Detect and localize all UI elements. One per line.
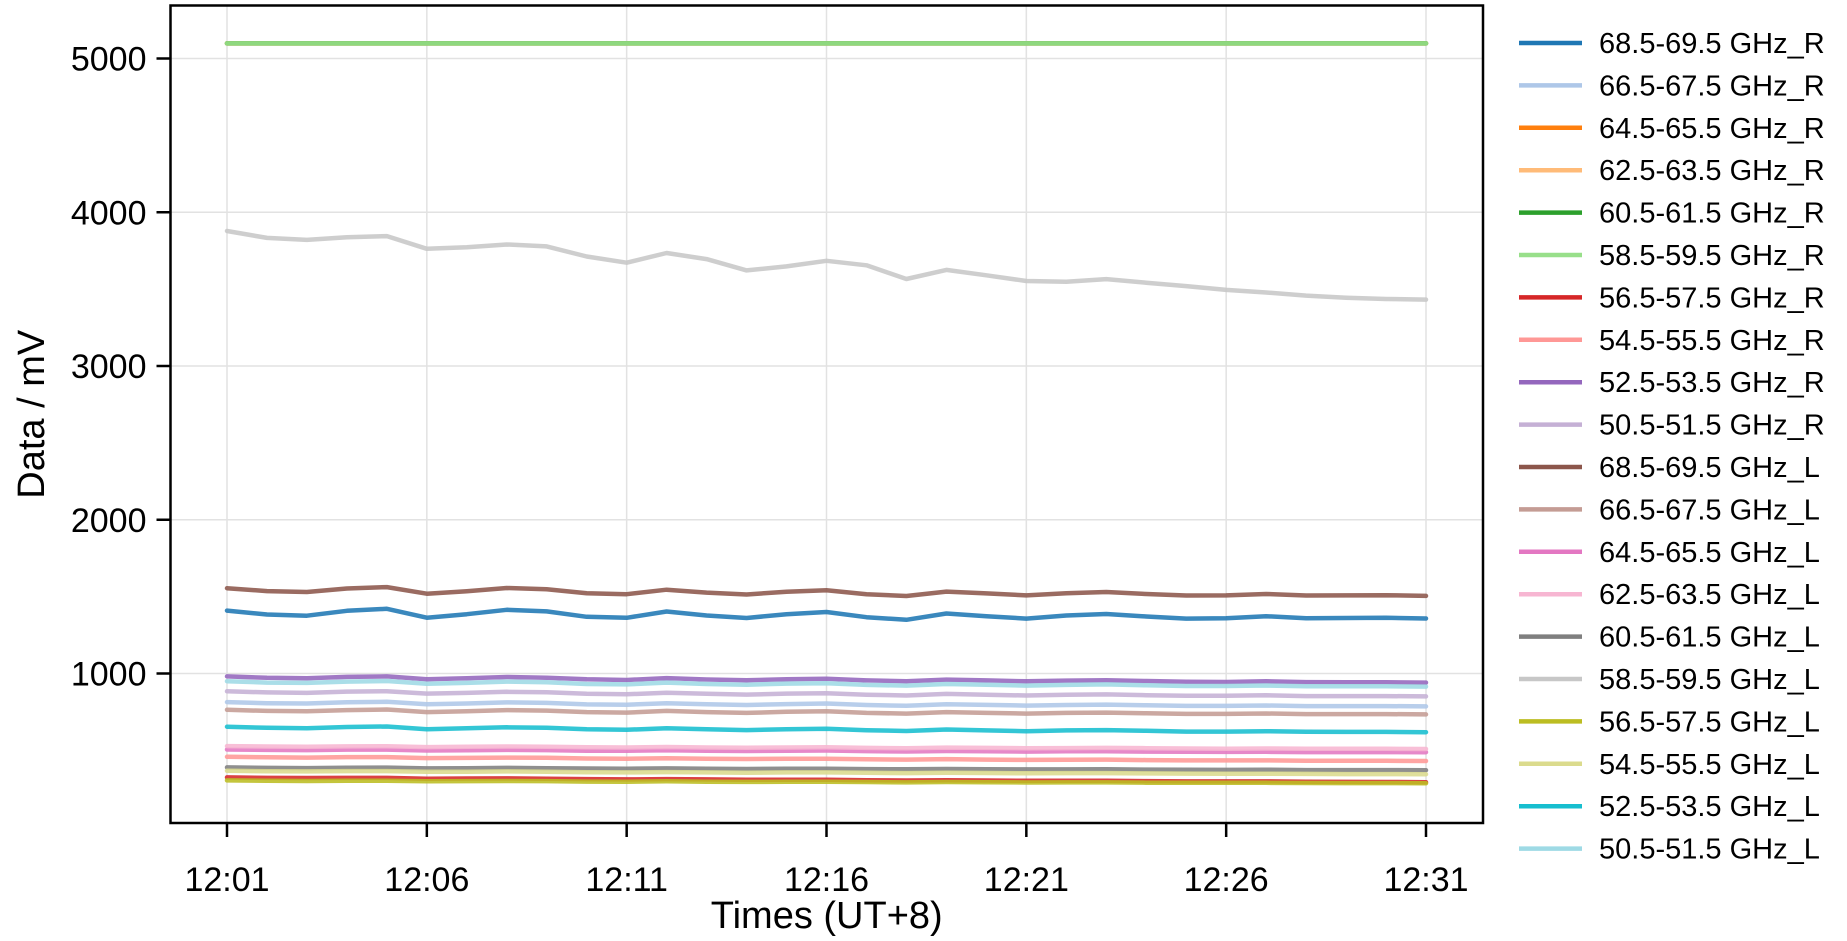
series-line-66-5-67-5-GHz-R: [224, 699, 1429, 709]
grid: [170, 5, 1483, 823]
x-tick-label: 12:11: [585, 861, 668, 899]
legend: 68.5-69.5 GHz_R 66.5-67.5 GHz_R 64.5-65.5 …: [1519, 28, 1825, 866]
legend-label: 66.5-67.5 GHz_R: [1599, 70, 1825, 102]
legend-item: 60.5-61.5 GHz_L: [1519, 622, 1820, 654]
legend-label: 62.5-63.5 GHz_L: [1599, 579, 1820, 611]
series-line-54-5-55-5-GHz-R: [224, 754, 1429, 764]
legend-item: 58.5-59.5 GHz_L: [1519, 664, 1820, 696]
legend-label: 62.5-63.5 GHz_R: [1599, 155, 1825, 187]
legend-label: 58.5-59.5 GHz_L: [1599, 664, 1820, 696]
legend-label: 50.5-51.5 GHz_L: [1599, 834, 1820, 866]
legend-label: 58.5-59.5 GHz_R: [1599, 240, 1825, 272]
series-line-58-5-59-5-GHz-L: [224, 228, 1429, 302]
legend-item: 68.5-69.5 GHz_R: [1519, 28, 1825, 60]
series-line-56-5-57-5-GHz-L: [224, 778, 1429, 786]
legend-label: 60.5-61.5 GHz_L: [1599, 622, 1820, 654]
legend-item: 52.5-53.5 GHz_R: [1519, 367, 1825, 399]
legend-item: 54.5-55.5 GHz_R: [1519, 325, 1825, 357]
x-tick-label: 12:21: [984, 861, 1069, 899]
legend-label: 54.5-55.5 GHz_L: [1599, 749, 1820, 781]
series-line-68-5-69-5-GHz-R: [224, 606, 1429, 623]
x-axis-title: Times (UT+8): [711, 895, 943, 937]
legend-item: 66.5-67.5 GHz_R: [1519, 70, 1825, 102]
legend-item: 66.5-67.5 GHz_L: [1519, 494, 1820, 526]
series-line-52-5-53-5-GHz-R: [224, 674, 1429, 685]
legend-label: 56.5-57.5 GHz_L: [1599, 706, 1820, 738]
x-tick-label: 12:31: [1383, 861, 1468, 899]
y-axis-title: Data / mV: [11, 329, 53, 499]
legend-label: 56.5-57.5 GHz_R: [1599, 282, 1825, 314]
legend-item: 60.5-61.5 GHz_R: [1519, 198, 1825, 230]
series-line-50-5-51-5-GHz-L: [224, 678, 1429, 689]
legend-item: 64.5-65.5 GHz_L: [1519, 537, 1820, 569]
series-line-64-5-65-5-GHz-L: [224, 747, 1429, 755]
legend-item: 54.5-55.5 GHz_L: [1519, 749, 1820, 781]
y-tick-label: 1000: [71, 656, 147, 694]
legend-label: 64.5-65.5 GHz_R: [1599, 113, 1825, 145]
legend-item: 56.5-57.5 GHz_R: [1519, 282, 1825, 314]
legend-label: 68.5-69.5 GHz_L: [1599, 452, 1820, 484]
series-line-60-5-61-5-GHz-L: [224, 765, 1429, 773]
legend-label: 64.5-65.5 GHz_L: [1599, 537, 1820, 569]
ticks: [156, 57, 1428, 837]
x-tick-label: 12:26: [1184, 861, 1269, 899]
legend-item: 50.5-51.5 GHz_L: [1519, 834, 1820, 866]
legend-item: 62.5-63.5 GHz_R: [1519, 155, 1825, 187]
series-line-66-5-67-5-GHz-L: [224, 707, 1429, 717]
y-tick-label: 4000: [71, 194, 147, 232]
legend-label: 68.5-69.5 GHz_R: [1599, 28, 1825, 60]
legend-item: 62.5-63.5 GHz_L: [1519, 579, 1820, 611]
series-line-68-5-69-5-GHz-L: [224, 584, 1429, 599]
y-tick-label: 5000: [71, 41, 147, 79]
series-line-50-5-51-5-GHz-R: [224, 688, 1429, 699]
series-line-54-5-55-5-GHz-L: [224, 768, 1429, 777]
legend-label: 50.5-51.5 GHz_R: [1599, 410, 1825, 442]
x-tick-label: 12:01: [184, 861, 269, 899]
legend-label: 60.5-61.5 GHz_R: [1599, 198, 1825, 230]
legend-item: 68.5-69.5 GHz_L: [1519, 452, 1820, 484]
x-tick-label: 12:06: [384, 861, 469, 899]
legend-label: 52.5-53.5 GHz_L: [1599, 791, 1820, 823]
y-tick-label: 3000: [71, 348, 147, 386]
series-line-52-5-53-5-GHz-L: [224, 724, 1429, 735]
series-lines: [224, 41, 1429, 786]
legend-item: 56.5-57.5 GHz_L: [1519, 706, 1820, 738]
legend-item: 52.5-53.5 GHz_L: [1519, 791, 1820, 823]
x-tick-label: 12:16: [784, 861, 869, 899]
y-tick-label: 2000: [71, 502, 147, 540]
legend-item: 50.5-51.5 GHz_R: [1519, 410, 1825, 442]
legend-item: 64.5-65.5 GHz_R: [1519, 113, 1825, 145]
legend-item: 58.5-59.5 GHz_R: [1519, 240, 1825, 272]
legend-label: 66.5-67.5 GHz_L: [1599, 494, 1820, 526]
legend-label: 54.5-55.5 GHz_R: [1599, 325, 1825, 357]
series-line-62-5-63-5-GHz-L: [224, 743, 1429, 752]
legend-label: 52.5-53.5 GHz_R: [1599, 367, 1825, 399]
